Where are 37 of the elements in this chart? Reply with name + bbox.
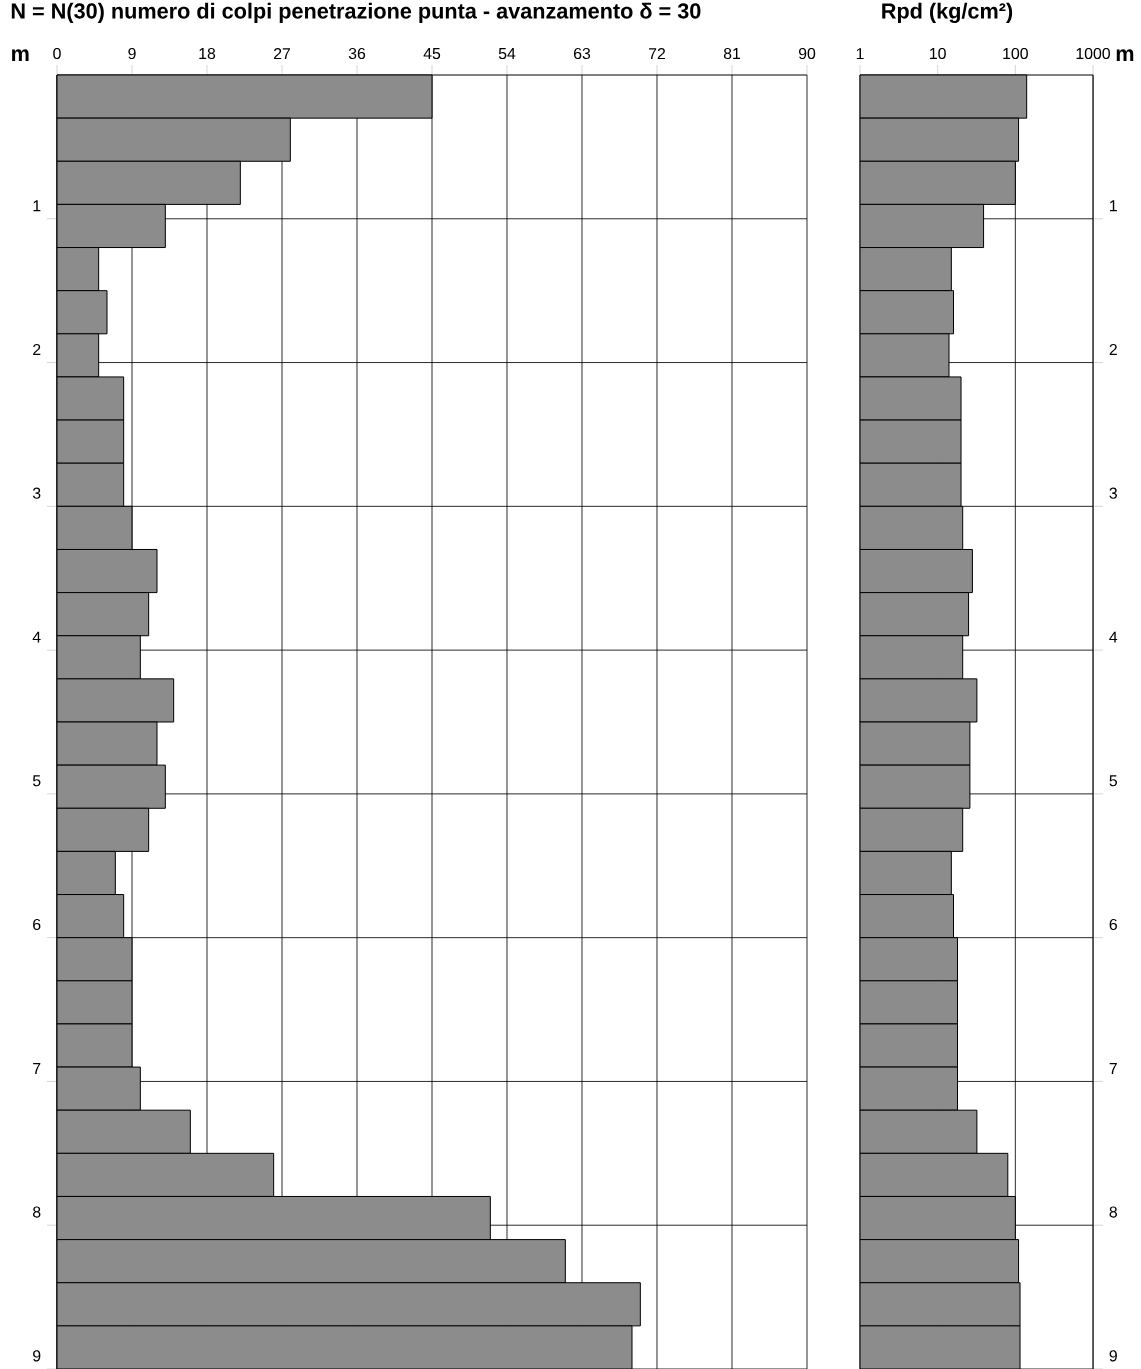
y-tick-label: 1 [33, 200, 41, 212]
x-tick-label: 100 [1003, 47, 1028, 60]
chart-title: N = N(30) numero di colpi penetrazione punta - avanzamento δ = 30 [11, 2, 701, 23]
y-tick-label: 2 [1109, 343, 1117, 355]
y-tick-label: 4 [32, 631, 41, 643]
x-tick-label: 54 [498, 48, 516, 60]
x-tick-label: 10 [930, 47, 946, 60]
y-tick-label: 3 [32, 487, 41, 499]
y-tick-label: 8 [32, 1206, 41, 1218]
x-tick-label: 9 [128, 47, 136, 60]
x-tick-label: 0 [53, 47, 61, 60]
y-tick-label: 8 [1109, 1206, 1117, 1218]
y-tick-label: 2 [33, 343, 41, 355]
y-tick-label: 6 [1109, 918, 1117, 931]
x-tick-label: 36 [348, 47, 366, 60]
chart-title: Rpd (kg/cm²) [882, 2, 1013, 24]
y-tick-label: 6 [33, 918, 41, 931]
y-tick-label: 7 [1109, 1062, 1117, 1074]
x-tick-label: 1000 [1076, 47, 1110, 60]
y-tick-label: 7 [33, 1062, 41, 1074]
x-tick-label: 90 [798, 47, 816, 60]
y-axis-title: m [12, 49, 29, 61]
x-tick-label: 63 [574, 47, 591, 60]
y-tick-label: 5 [1109, 775, 1118, 787]
y-tick-label: 4 [1109, 631, 1118, 643]
y-tick-label: 9 [33, 1350, 41, 1362]
x-tick-label: 27 [273, 48, 291, 60]
y-tick-label: 5 [32, 775, 41, 787]
x-tick-label: 1 [856, 48, 864, 60]
x-tick-label: 18 [199, 47, 216, 60]
y-axis-title: m [1116, 49, 1134, 61]
y-tick-label: 3 [1109, 487, 1117, 499]
y-tick-label: 9 [1109, 1350, 1117, 1362]
x-tick-label: 45 [423, 48, 441, 60]
x-tick-label: 81 [723, 47, 741, 60]
x-tick-label: 72 [649, 48, 666, 60]
y-tick-label: 1 [1110, 200, 1117, 212]
